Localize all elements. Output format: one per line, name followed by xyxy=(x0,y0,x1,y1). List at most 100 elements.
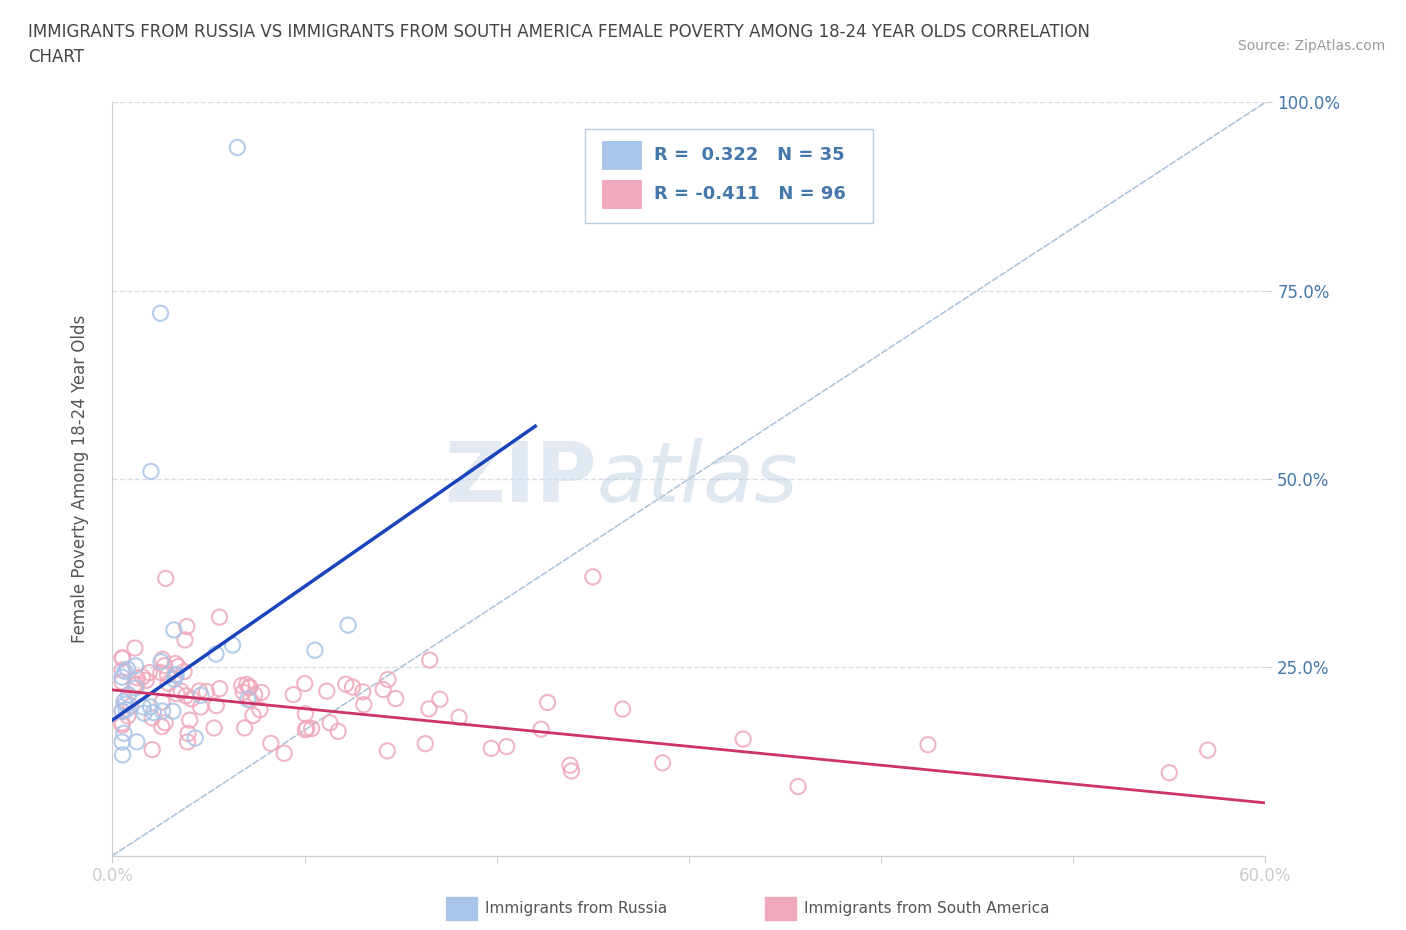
Point xyxy=(294,723,316,737)
Point xyxy=(139,699,162,714)
Point xyxy=(917,737,939,752)
Point xyxy=(153,658,176,673)
Point xyxy=(260,736,283,751)
Point xyxy=(152,703,174,718)
Point xyxy=(117,662,139,677)
Point xyxy=(112,725,135,740)
Point xyxy=(335,677,357,692)
Point xyxy=(315,684,337,698)
Point xyxy=(419,653,441,668)
Point xyxy=(165,656,187,671)
Point xyxy=(170,684,193,698)
Point xyxy=(377,672,399,687)
Text: R = -0.411   N = 96: R = -0.411 N = 96 xyxy=(654,185,846,203)
Point xyxy=(413,737,436,751)
Point xyxy=(157,675,180,690)
Point xyxy=(558,758,581,773)
Point xyxy=(232,684,254,699)
Point xyxy=(787,779,810,794)
Point xyxy=(208,610,231,625)
FancyBboxPatch shape xyxy=(585,128,873,223)
Point xyxy=(142,705,165,720)
Point xyxy=(384,691,406,706)
Point xyxy=(149,665,172,680)
FancyBboxPatch shape xyxy=(603,179,641,209)
Point xyxy=(283,687,305,702)
Point xyxy=(242,708,264,723)
Point xyxy=(226,140,249,155)
Point xyxy=(560,764,582,778)
Point xyxy=(141,711,163,725)
Point xyxy=(125,671,148,685)
Point xyxy=(111,718,134,733)
Point xyxy=(184,731,207,746)
Point xyxy=(115,702,138,717)
Point xyxy=(208,682,231,697)
Point xyxy=(163,622,186,637)
Point xyxy=(125,735,148,750)
Point xyxy=(295,721,318,736)
Point xyxy=(153,715,176,730)
Point xyxy=(239,680,262,695)
Point xyxy=(117,709,139,724)
Point xyxy=(111,704,134,719)
Point xyxy=(176,619,198,634)
Point xyxy=(205,646,228,661)
Point xyxy=(125,677,148,692)
Point xyxy=(235,677,257,692)
Point xyxy=(156,668,179,683)
Point xyxy=(150,719,173,734)
Point xyxy=(373,682,395,697)
Point xyxy=(111,662,134,677)
Text: IMMIGRANTS FROM RUSSIA VS IMMIGRANTS FROM SOUTH AMERICA FEMALE POVERTY AMONG 18-: IMMIGRANTS FROM RUSSIA VS IMMIGRANTS FRO… xyxy=(28,23,1090,66)
Y-axis label: Female Poverty Among 18-24 Year Olds: Female Poverty Among 18-24 Year Olds xyxy=(70,315,89,643)
Point xyxy=(166,686,188,701)
Point xyxy=(111,735,134,750)
Point xyxy=(163,671,186,686)
Point xyxy=(353,698,375,712)
Point xyxy=(447,710,470,724)
Point xyxy=(180,691,202,706)
Point xyxy=(188,684,211,698)
Point xyxy=(124,641,146,656)
Text: ZIP: ZIP xyxy=(444,438,596,520)
Point xyxy=(1159,765,1181,780)
Point xyxy=(530,722,553,737)
Point xyxy=(238,680,260,695)
Point xyxy=(179,712,201,727)
Point xyxy=(162,704,184,719)
Point xyxy=(150,654,173,669)
Point xyxy=(111,715,134,730)
Point xyxy=(150,695,173,710)
Point xyxy=(190,699,212,714)
Point xyxy=(117,687,139,702)
Point xyxy=(190,688,212,703)
Point xyxy=(114,664,136,679)
Point xyxy=(294,707,316,722)
Point xyxy=(202,721,225,736)
Point xyxy=(135,673,157,688)
Point xyxy=(1197,743,1219,758)
Point xyxy=(294,676,316,691)
Point xyxy=(304,643,326,658)
Point xyxy=(249,702,271,717)
Point xyxy=(733,732,755,747)
Point xyxy=(418,701,440,716)
Point xyxy=(205,698,228,713)
Point xyxy=(612,701,634,716)
Point xyxy=(131,670,153,684)
Point xyxy=(155,571,177,586)
Point xyxy=(115,697,138,711)
Point xyxy=(165,667,187,682)
Point xyxy=(342,680,364,695)
Point xyxy=(221,638,243,653)
Point xyxy=(301,721,323,736)
Point xyxy=(138,665,160,680)
Point xyxy=(231,678,253,693)
Point xyxy=(132,699,155,714)
Point xyxy=(273,746,295,761)
Point xyxy=(111,651,134,666)
Point xyxy=(195,684,218,698)
Point xyxy=(337,618,360,632)
Point xyxy=(174,688,197,703)
